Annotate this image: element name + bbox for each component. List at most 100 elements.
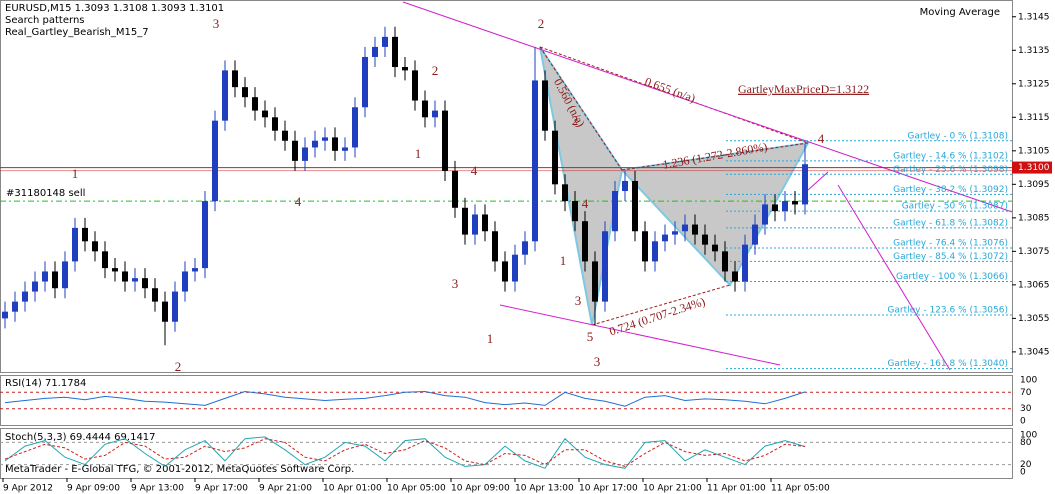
candle-body [682,224,688,232]
candle-body [172,291,178,322]
x-tick-label: 10 Apr 17:00 [579,484,638,494]
candle-body [182,271,188,292]
wave-label: 2 [432,63,439,78]
x-tick-label: 11 Apr 05:00 [771,484,830,494]
candle-body [702,234,708,245]
level-label: Gartley - 76.4 % (1.3076) [893,239,1008,249]
candle-body [382,36,388,47]
candle-body [772,204,778,212]
candle-body [652,241,658,262]
candle-body [452,170,458,208]
trend-line [807,171,829,191]
candle-body [402,67,408,71]
candle-body [362,56,368,108]
candle-body [442,110,448,171]
y-tick-label: 1.3135 [1018,46,1050,56]
candle-body [792,201,798,205]
order-label: #31180148 sell [6,188,85,199]
y-tick-label: 0 [1020,468,1026,478]
candle-body [262,110,268,118]
candle-body [152,288,158,302]
x-tick-label: 10 Apr 09:00 [451,484,510,494]
x-tick-label: 10 Apr 13:00 [515,484,574,494]
candle-body [142,278,148,289]
y-tick-label: 1.3115 [1018,113,1050,123]
candle-body [242,87,248,98]
candle-body [582,221,588,262]
candle-body [22,291,28,302]
y-tick-label: 80 [1020,438,1032,448]
candle-body [412,70,418,101]
y-tick-label: 1.3055 [1018,314,1050,324]
rsi-title: RSI(14) 71.1784 [5,378,86,389]
y-tick-label: 1.3125 [1018,79,1050,89]
candle-body [712,244,718,252]
wave-label: 1 [560,253,567,268]
level-label: Gartley - 85.4 % (1.3072) [893,252,1008,262]
level-label: Gartley - 61.8 % (1.3082) [893,218,1008,228]
level-label: Gartley - 0 % (1.3108) [907,131,1008,141]
x-tick-label: 9 Apr 17:00 [195,484,248,494]
candle-body [202,201,208,269]
candle-body [72,227,78,262]
candle-body [422,100,428,118]
x-tick-label: 9 Apr 2012 [3,484,53,494]
y-tick-label: 100 [1020,376,1037,386]
y-tick-label: 1.3145 [1018,12,1050,22]
candle-body [482,214,488,232]
main-panel [0,0,1013,373]
y-tick-label: 1.3105 [1018,146,1050,156]
wave-label: 3 [452,276,459,291]
x-tick-label: 11 Apr 01:00 [707,484,766,494]
level-label: Gartley - 23.6 % (1.3098) [893,165,1008,175]
candle-body [62,261,68,289]
y-tick-label: 1.3065 [1018,280,1050,290]
wave-label: 4 [818,131,825,146]
wave-label: 4 [471,163,478,178]
candle-body [692,224,698,235]
candle-body [32,281,38,292]
candle-body [272,117,278,131]
y-tick-label: 1.3085 [1018,213,1050,223]
level-label: Gartley - 161.8 % (1.3040) [887,359,1008,369]
indicator-line [4,436,806,469]
pattern-name: Real_Gartley_Bearish_M15_7 [5,27,149,38]
wave-label: 2 [538,16,545,31]
level-label: Gartley - 14.6 % (1.3102) [893,151,1008,161]
wave-label: 5 [587,329,594,344]
level-label: Gartley - 50 % (1.3087) [902,202,1008,212]
candle-body [782,201,788,212]
trend-lines [402,1,1013,371]
y-tick-label: 30 [1020,404,1032,414]
ratio-line [621,142,809,171]
candle-body [462,207,468,235]
candle-body [562,184,568,202]
candle-body [92,241,98,252]
candle-body [112,268,118,272]
candle-body [662,234,668,242]
candle-body [52,271,58,289]
wave-label: 3 [575,293,582,308]
footer: MetaTrader - E-Global TFG, © 2001-2012, … [5,464,354,475]
annotation: GartleyMaxPriceD=1.3122 [738,82,869,96]
y-tick-label: 0 [1020,417,1026,427]
rsi-panel [0,375,1013,426]
candle-body [82,227,88,242]
candle-body [372,46,378,57]
y-tick-label: 20 [1020,460,1032,470]
candle-body [2,311,8,319]
wave-label: 2 [572,113,579,128]
candle-body [472,214,478,235]
candle-body [552,130,558,185]
indicator-label: Moving Average [920,7,1000,18]
candle-body [642,231,648,262]
indicator-line [4,390,806,407]
candle-body [312,140,318,148]
candle-body [292,140,298,161]
wave-label: 4 [582,196,589,211]
wave-label: 1 [415,146,422,161]
candle-body [252,97,258,111]
wave-label: 4 [295,194,302,209]
candle-body [622,180,628,192]
